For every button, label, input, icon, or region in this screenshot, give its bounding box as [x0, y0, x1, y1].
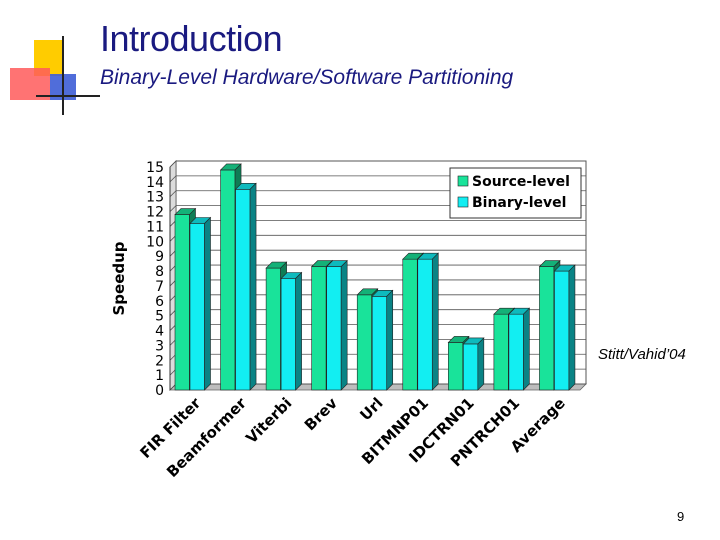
x-tick-label: Brev [301, 394, 341, 434]
chart-legend: Source-level Binary-level [449, 167, 582, 219]
page-number: 9 [677, 509, 685, 524]
bar-binary-level-3 [280, 271, 303, 391]
bar-binary-level-5 [371, 289, 394, 391]
gridline-side [169, 175, 177, 183]
gridline-side [169, 190, 177, 198]
bar-binary-level-4 [325, 259, 348, 391]
legend-box [449, 167, 582, 219]
y-tick-label: 8 [155, 264, 164, 280]
y-tick-label: 13 [146, 190, 164, 206]
slide-title: Introduction [100, 18, 283, 59]
x-tick-label: Viterbi [242, 394, 295, 447]
y-tick-label: 6 [155, 294, 164, 310]
slide-subtitle: Binary-Level Hardware/Software Partition… [100, 66, 514, 89]
legend-label: Source-level [472, 174, 570, 190]
bar-binary-level-7 [462, 337, 485, 391]
y-tick-label: 4 [155, 324, 164, 340]
citation-text: Stitt/Vahid’04 [598, 346, 686, 363]
bar-binary-level-8 [508, 307, 531, 391]
legend-swatch [457, 196, 469, 208]
y-tick-label: 15 [146, 160, 164, 176]
y-tick-label: 7 [155, 279, 164, 295]
y-tick-label: 12 [146, 205, 164, 221]
x-tick-label: Url [356, 394, 386, 424]
y-tick-label: 0 [155, 383, 164, 399]
bar-binary-level-1 [189, 216, 212, 391]
gridline-side [169, 205, 177, 212]
y-axis-label: Speedup [110, 241, 128, 315]
y-tick-label: 14 [146, 175, 164, 191]
y-tick-label: 3 [155, 338, 164, 354]
legend-label: Binary-level [472, 195, 566, 211]
title-decoration [10, 36, 100, 115]
chart-bars [174, 163, 576, 391]
y-tick-label: 11 [146, 219, 164, 235]
bar-binary-level-6 [417, 252, 440, 391]
y-tick-label: 2 [155, 353, 164, 369]
bar-binary-level-9 [553, 264, 576, 391]
y-tick-label: 10 [146, 234, 164, 250]
gridline-side [169, 160, 177, 168]
y-tick-label: 9 [155, 249, 164, 265]
deco-red-square [10, 68, 50, 100]
x-tick-label: Beamformer [163, 394, 250, 481]
legend-swatch [457, 175, 469, 187]
y-tick-label: 5 [155, 309, 164, 325]
y-tick-label: 1 [155, 368, 164, 384]
bar-binary-level-2 [234, 182, 257, 391]
